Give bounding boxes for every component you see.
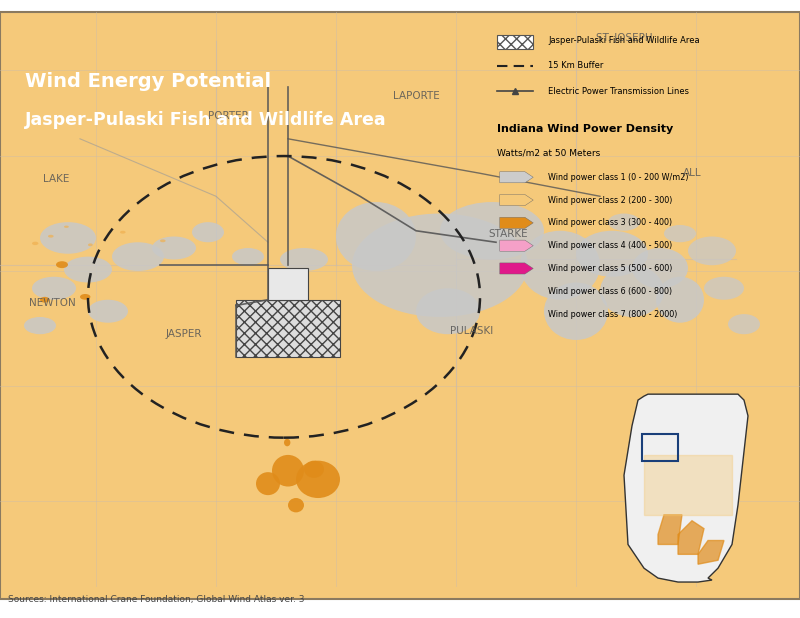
- Ellipse shape: [24, 317, 56, 334]
- Text: Jasper-Pulaski Fish and Wildlife Area: Jasper-Pulaski Fish and Wildlife Area: [26, 111, 387, 129]
- Ellipse shape: [40, 297, 50, 303]
- Ellipse shape: [728, 314, 760, 334]
- Ellipse shape: [632, 248, 688, 288]
- Text: PORTER: PORTER: [208, 111, 248, 121]
- Text: Wind power class 7 (800 - 2000): Wind power class 7 (800 - 2000): [548, 310, 678, 319]
- Text: Indiana Wind Power Density: Indiana Wind Power Density: [497, 124, 674, 133]
- Ellipse shape: [120, 231, 126, 234]
- Ellipse shape: [56, 261, 68, 268]
- Ellipse shape: [32, 277, 76, 300]
- Ellipse shape: [296, 460, 340, 498]
- Text: STARKE: STARKE: [488, 229, 528, 239]
- Text: Wind power class 6 (600 - 800): Wind power class 6 (600 - 800): [548, 287, 672, 296]
- Ellipse shape: [32, 242, 38, 245]
- Ellipse shape: [64, 256, 112, 282]
- Polygon shape: [658, 515, 682, 544]
- Text: Wind power class 5 (500 - 600): Wind power class 5 (500 - 600): [548, 264, 672, 273]
- FancyArrowPatch shape: [500, 263, 534, 274]
- Bar: [497, 35, 533, 49]
- Text: PULASKI: PULASKI: [450, 326, 494, 336]
- Text: Jasper-Pulaski Fish and Wildlife Area: Jasper-Pulaski Fish and Wildlife Area: [548, 36, 700, 45]
- Ellipse shape: [656, 277, 704, 323]
- Ellipse shape: [40, 222, 96, 254]
- FancyArrowPatch shape: [500, 172, 534, 183]
- Polygon shape: [678, 521, 704, 554]
- Ellipse shape: [272, 455, 304, 486]
- Polygon shape: [624, 394, 748, 582]
- Text: NEWTON: NEWTON: [29, 298, 75, 308]
- Ellipse shape: [440, 202, 544, 260]
- Text: Wind Energy Potential: Wind Energy Potential: [26, 72, 271, 91]
- Polygon shape: [644, 455, 732, 515]
- Text: Electric Power Transmission Lines: Electric Power Transmission Lines: [548, 87, 689, 96]
- Ellipse shape: [112, 242, 164, 271]
- Bar: [236, 300, 340, 357]
- Ellipse shape: [232, 248, 264, 265]
- Ellipse shape: [64, 226, 69, 228]
- Ellipse shape: [336, 202, 416, 271]
- Ellipse shape: [80, 294, 90, 300]
- FancyArrowPatch shape: [500, 240, 534, 252]
- Ellipse shape: [664, 225, 696, 242]
- Ellipse shape: [192, 222, 224, 242]
- Ellipse shape: [284, 439, 290, 446]
- Ellipse shape: [288, 498, 304, 512]
- Ellipse shape: [280, 248, 328, 271]
- Text: Sources: International Crane Foundation, Global Wind Atlas ver. 3: Sources: International Crane Foundation,…: [8, 595, 305, 604]
- Text: ST. JOSEPH: ST. JOSEPH: [596, 33, 652, 43]
- Ellipse shape: [704, 277, 744, 300]
- FancyArrowPatch shape: [500, 308, 534, 320]
- Ellipse shape: [256, 472, 280, 495]
- Ellipse shape: [688, 237, 736, 265]
- Ellipse shape: [160, 239, 166, 242]
- Ellipse shape: [576, 231, 648, 277]
- Text: 15 Km Buffer: 15 Km Buffer: [548, 61, 603, 70]
- Ellipse shape: [352, 213, 528, 317]
- FancyArrowPatch shape: [500, 195, 534, 206]
- Ellipse shape: [152, 237, 196, 260]
- Text: Watts/m2 at 50 Meters: Watts/m2 at 50 Meters: [497, 149, 600, 158]
- Text: JASPER: JASPER: [166, 329, 202, 339]
- Ellipse shape: [544, 282, 608, 340]
- FancyArrowPatch shape: [500, 218, 534, 229]
- Text: LAPORTE: LAPORTE: [393, 91, 439, 101]
- Bar: [268, 268, 308, 300]
- Text: Wind power class 1 (0 - 200 W/m2): Wind power class 1 (0 - 200 W/m2): [548, 173, 689, 182]
- Ellipse shape: [304, 460, 324, 478]
- Ellipse shape: [608, 213, 640, 231]
- Ellipse shape: [48, 235, 54, 238]
- Bar: [642, 434, 678, 462]
- FancyArrowPatch shape: [500, 286, 534, 297]
- Text: Wind power class 2 (200 - 300): Wind power class 2 (200 - 300): [548, 195, 672, 205]
- Text: Wind power class 4 (400 - 500): Wind power class 4 (400 - 500): [548, 241, 672, 250]
- Text: ALL: ALL: [682, 168, 702, 178]
- Ellipse shape: [88, 300, 128, 323]
- Ellipse shape: [416, 288, 480, 334]
- Ellipse shape: [520, 231, 600, 300]
- Text: LAKE: LAKE: [43, 174, 69, 184]
- Ellipse shape: [600, 265, 664, 317]
- Ellipse shape: [88, 243, 93, 247]
- Polygon shape: [698, 541, 724, 564]
- Text: Wind power class 3 (300 - 400): Wind power class 3 (300 - 400): [548, 218, 672, 227]
